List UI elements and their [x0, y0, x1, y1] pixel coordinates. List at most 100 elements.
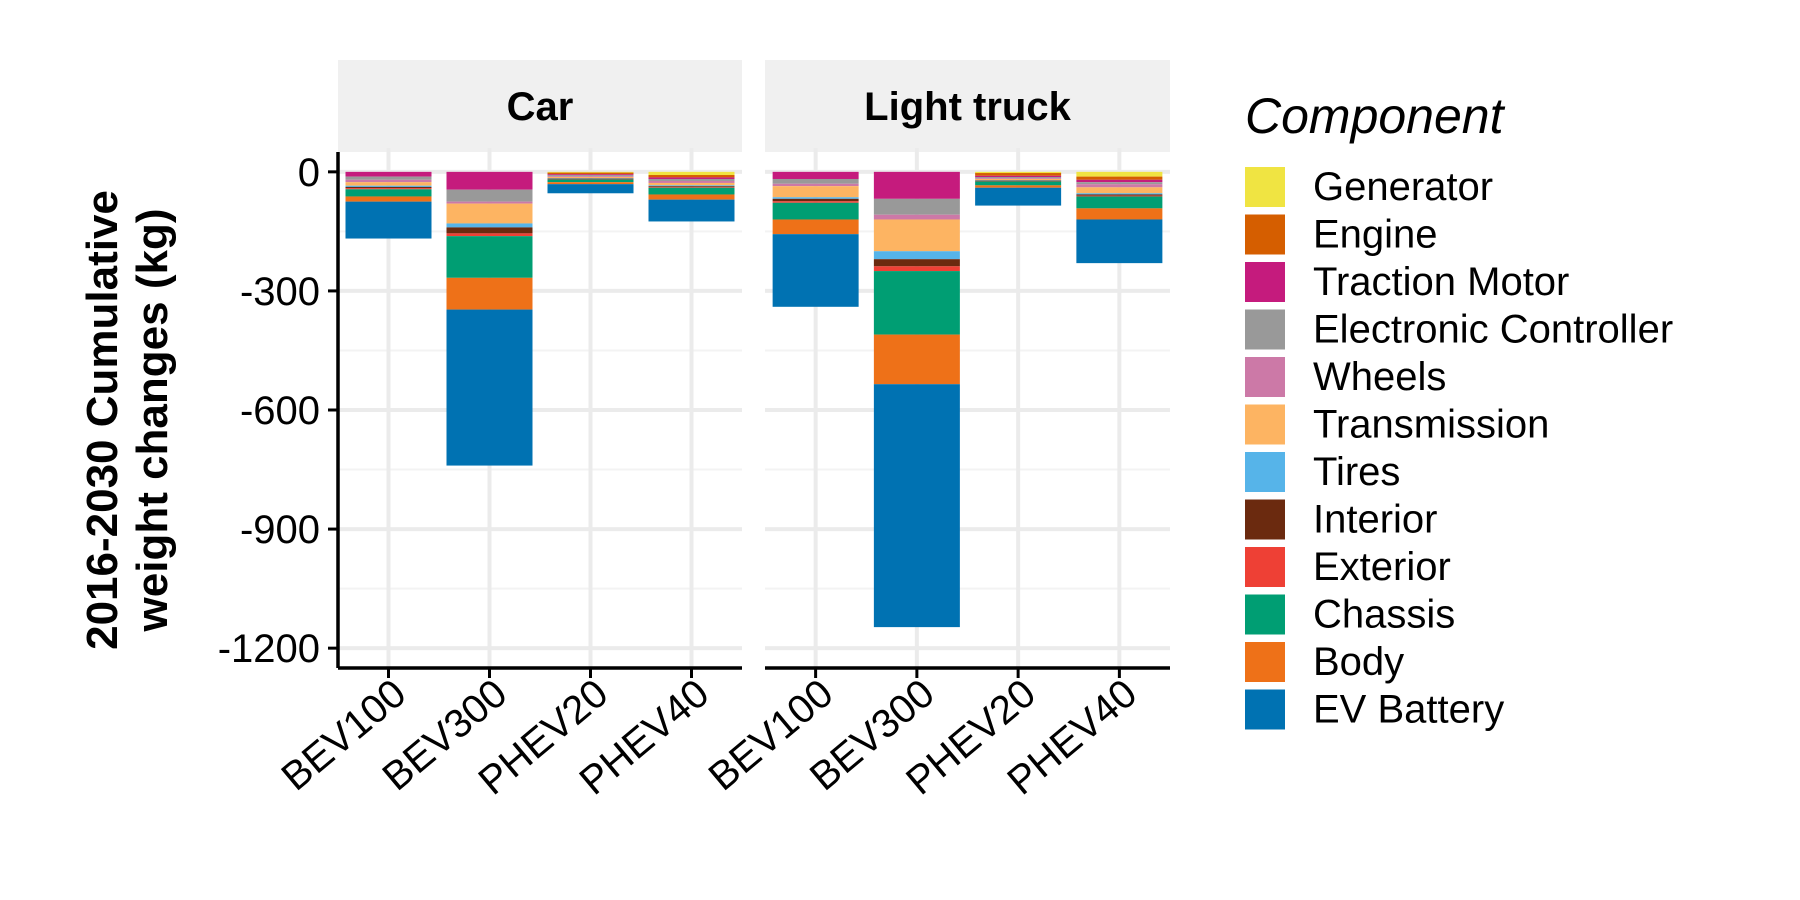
bar-segment-light-truck-phev40-tires: Tires: -3 [1076, 193, 1163, 195]
bar-segment-car-phev40-generator: Generator: -8 [648, 171, 735, 176]
bar-segment-light-truck-phev40-traction-motor: Traction Motor: -6 [1076, 179, 1163, 183]
bar-segment-light-truck-phev40-wheels: Wheels: -8 [1076, 184, 1163, 188]
bar-segment-car-phev40-wheels: Wheels: -5 [648, 180, 735, 183]
legend-label: Traction Motor [1313, 260, 1569, 304]
bar-segment-light-truck-bev300-electronic-controller: Electronic Controller: -40 [873, 198, 960, 215]
facet-strip-light-truck [765, 60, 1170, 152]
legend-swatch [1245, 357, 1285, 397]
bar-segment-car-bev300-transmission: Transmission: -50 [446, 203, 533, 224]
bar-segment-light-truck-phev40-ev-battery: EV Battery: -110 [1076, 219, 1163, 264]
legend-label: Chassis [1313, 593, 1455, 637]
bar-segment-car-bev100-body: Body: -13 [345, 196, 432, 202]
y-tick-label: -300 [240, 270, 320, 314]
bar-segment-light-truck-bev300-interior: Interior: -18 [873, 259, 960, 267]
bar-segment-light-truck-bev100-tires: Tires: -4 [772, 197, 859, 199]
bar-segment-light-truck-phev20-transmission: Transmission: -3 [975, 178, 1062, 181]
bar-segment-car-phev40-electronic-controller: Electronic Controller: -5 [648, 178, 735, 181]
bar-segment-light-truck-bev300-tires: Tires: -20 [873, 251, 960, 260]
bar-segment-car-bev100-exterior: Exterior: -3 [345, 188, 432, 190]
bar-segment-car-phev20-generator: Generator: -2 [547, 171, 634, 173]
legend-item-chassis: Chassis [1245, 593, 1455, 637]
legend-label: Electronic Controller [1313, 308, 1673, 352]
bar-segment-car-phev20-interior: Interior: -1 [547, 178, 634, 180]
legend-swatch [1245, 262, 1285, 302]
legend-item-exterior: Exterior [1245, 545, 1451, 589]
legend-label: Interior [1313, 498, 1438, 542]
bar-segment-light-truck-phev40-generator: Generator: -12 [1076, 171, 1163, 177]
legend-item-transmission: Transmission [1245, 403, 1549, 447]
bar-segment-light-truck-bev100-wheels: Wheels: -6 [772, 183, 859, 187]
bar-segment-car-bev300-exterior: Exterior: -7 [446, 233, 533, 237]
legend-swatch [1245, 547, 1285, 587]
bar-segment-car-phev40-traction-motor: Traction Motor: -4 [648, 177, 735, 179]
legend-swatch [1245, 499, 1285, 540]
panel-car: CarTraction Motor: -12Electronic Control… [274, 60, 742, 804]
bar-segment-car-phev20-electronic-controller: Electronic Controller: -3 [547, 175, 634, 177]
bar-segment-car-phev20-tires: Tires: -1 [547, 178, 634, 179]
panel-light-truck: Light truckTraction Motor: -18Electronic… [701, 60, 1170, 804]
legend-label: Exterior [1313, 545, 1451, 589]
bar-segment-light-truck-bev100-traction-motor: Traction Motor: -18 [772, 171, 859, 179]
legend-swatch [1245, 452, 1285, 492]
bar-segment-light-truck-phev40-electronic-controller: Electronic Controller: -5 [1076, 182, 1163, 185]
legend-item-body: Body [1245, 640, 1404, 684]
bar-segment-light-truck-bev100-exterior: Exterior: -4 [772, 201, 859, 203]
bar-segment-light-truck-phev20-interior: Interior: -1 [975, 180, 1062, 182]
bar-segment-light-truck-bev300-exterior: Exterior: -12 [873, 266, 960, 272]
bar-segment-light-truck-bev100-interior: Interior: -6 [772, 198, 859, 202]
bar-segment-car-bev100-wheels: Wheels: -6 [345, 179, 432, 183]
y-axis-title: 2016-2030 Cumulative weight changes (kg) [78, 190, 177, 650]
bar-segment-car-phev20-exterior: Exterior: -1 [547, 178, 634, 180]
bar-segment-car-phev40-chassis: Chassis: -17 [648, 187, 735, 195]
bars-light-truck: Traction Motor: -18Electronic Controller… [772, 171, 1163, 628]
bar-segment-light-truck-bev300-transmission: Transmission: -80 [873, 219, 960, 252]
bar-segment-light-truck-phev20-engine: Engine: -7 [975, 173, 1062, 176]
bar-segment-light-truck-phev20-generator: Generator: -3 [975, 171, 1062, 174]
legend-label: Generator [1313, 165, 1493, 209]
y-axis-title-line-1: 2016-2030 Cumulative [78, 190, 127, 650]
bar-segment-car-bev300-electronic-controller: Electronic Controller: -30 [446, 189, 533, 202]
bar-segment-car-phev20-body: Body: -5 [547, 182, 634, 185]
legend-swatch [1245, 594, 1285, 635]
bar-segment-light-truck-phev20-exterior: Exterior: -1 [975, 180, 1062, 182]
legend-swatch [1245, 404, 1285, 445]
legend-item-wheels: Wheels [1245, 355, 1446, 399]
bar-segment-car-bev100-traction-motor: Traction Motor: -12 [345, 171, 432, 177]
bar-segment-light-truck-bev100-electronic-controller: Electronic Controller: -12 [772, 178, 859, 184]
y-tick-label: -900 [240, 508, 320, 552]
bar-segment-car-bev300-interior: Interior: -15 [446, 227, 533, 234]
bar-segment-car-bev100-interior: Interior: -3 [345, 186, 432, 189]
y-axis-title-line-2: weight changes (kg) [128, 209, 177, 633]
bars-car: Traction Motor: -12 Electronic Controller… [345, 171, 735, 466]
bar-segment-light-truck-bev100-body: Body: -37 [772, 219, 859, 235]
legend-label: Transmission [1313, 403, 1549, 447]
facet-title-light-truck: Light truck [864, 85, 1071, 129]
bar-segment-car-phev40-ev-battery: EV Battery: -55 [648, 199, 735, 222]
bar-segment-car-phev20-ev-battery: EV Battery: -23 [547, 184, 634, 194]
bar-segment-light-truck-bev100-transmission: Transmission: -28 [772, 186, 859, 198]
bar-segment-light-truck-phev40-body: Body: -28 [1076, 208, 1163, 220]
legend-item-traction-motor: Traction Motor [1245, 260, 1569, 304]
bar-segment-light-truck-phev20-chassis: Chassis: -10 [975, 181, 1062, 186]
bar-segment-car-bev300-ev-battery: EV Battery: -393 [446, 309, 533, 466]
bar-segment-car-phev40-exterior: Exterior: -2 [648, 186, 735, 188]
bar-segment-car-phev20-wheels: Wheels: -2 [547, 176, 634, 178]
y-tick-label: -600 [240, 389, 320, 433]
legend-item-tires: Tires [1245, 450, 1400, 494]
bar-segment-car-phev20-chassis: Chassis: -7 [547, 179, 634, 183]
legend-item-electronic-controller: Electronic Controller [1245, 308, 1673, 352]
legend-swatch [1245, 214, 1285, 255]
bar-segment-light-truck-bev100-chassis: Chassis: -42 [772, 202, 859, 220]
y-axis: 0 -300 -600 -900 -1200 [218, 151, 340, 671]
bar-segment-car-phev20-engine: Engine: -4 [547, 172, 634, 175]
legend-label: Tires [1313, 450, 1400, 494]
bar-segment-car-bev300-traction-motor: Traction Motor: -45 [446, 171, 533, 190]
legend-item-interior: Interior [1245, 498, 1438, 542]
legend-label: Body [1313, 640, 1404, 684]
chart-panels: CarTraction Motor: -12Electronic Control… [274, 60, 1170, 804]
bar-segment-light-truck-bev300-wheels: Wheels: -12 [873, 214, 960, 220]
bar-segment-car-bev100-chassis: Chassis: -18 [345, 189, 432, 197]
bar-segment-car-bev100-transmission: Transmission: -9 [345, 182, 432, 186]
